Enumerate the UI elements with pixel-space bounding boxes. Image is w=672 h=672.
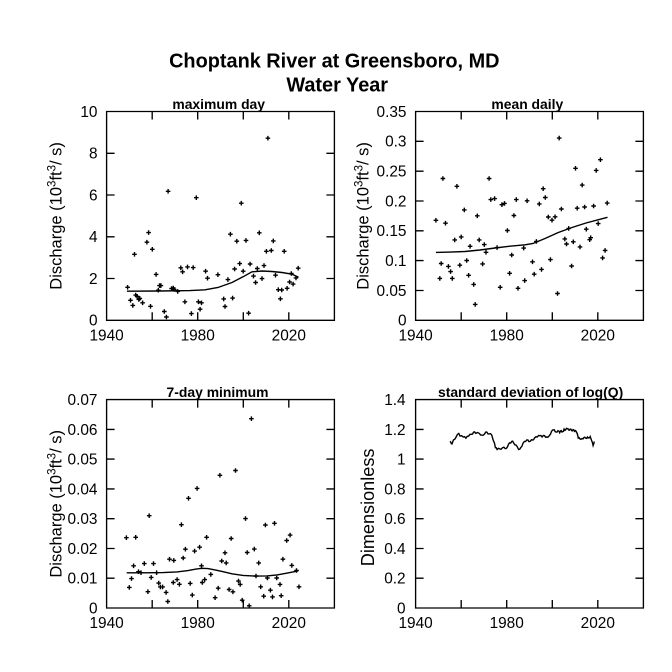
svg-text:2: 2 (89, 271, 98, 288)
svg-text:Water Year: Water Year (286, 75, 388, 97)
svg-text:1940: 1940 (398, 327, 432, 344)
svg-text:2020: 2020 (272, 327, 306, 344)
svg-text:0.2: 0.2 (385, 193, 406, 210)
svg-text:8: 8 (89, 146, 98, 163)
svg-text:0.8: 0.8 (384, 481, 405, 498)
svg-text:0.15: 0.15 (377, 223, 407, 240)
svg-text:mean daily: mean daily (491, 96, 563, 112)
svg-text:0.4: 0.4 (384, 541, 406, 558)
svg-text:10: 10 (80, 104, 97, 121)
svg-text:0: 0 (89, 313, 98, 330)
svg-text:Dimensionless: Dimensionless (358, 449, 378, 567)
svg-text:1940: 1940 (398, 615, 432, 632)
svg-text:1980: 1980 (181, 327, 215, 344)
svg-text:1: 1 (397, 452, 406, 469)
svg-text:4: 4 (89, 229, 98, 246)
svg-text:1940: 1940 (89, 615, 123, 632)
svg-text:maximum day: maximum day (172, 96, 265, 112)
svg-text:2020: 2020 (581, 327, 615, 344)
svg-text:Discharge (103ft3/ s): Discharge (103ft3/ s) (47, 430, 66, 578)
svg-text:0: 0 (397, 600, 406, 617)
svg-text:0.02: 0.02 (68, 541, 98, 558)
svg-text:0.25: 0.25 (377, 164, 407, 181)
svg-text:1.2: 1.2 (384, 422, 405, 439)
svg-text:0: 0 (398, 313, 407, 330)
svg-text:0.35: 0.35 (377, 104, 407, 121)
svg-text:0.2: 0.2 (384, 571, 405, 588)
svg-text:0.07: 0.07 (68, 392, 98, 409)
svg-text:0.05: 0.05 (377, 283, 407, 300)
svg-text:0: 0 (89, 600, 98, 617)
svg-text:0.1: 0.1 (385, 253, 406, 270)
svg-text:1.4: 1.4 (384, 392, 406, 409)
svg-text:Discharge (103ft3/ s): Discharge (103ft3/ s) (47, 142, 66, 290)
svg-text:2020: 2020 (272, 615, 306, 632)
svg-text:7-day minimum: 7-day minimum (167, 384, 269, 400)
svg-text:1980: 1980 (490, 327, 524, 344)
svg-text:1980: 1980 (181, 615, 215, 632)
svg-text:standard deviation of log(Q): standard deviation of log(Q) (438, 384, 623, 400)
svg-text:0.04: 0.04 (68, 481, 98, 498)
svg-text:0.3: 0.3 (385, 134, 406, 151)
svg-text:0.01: 0.01 (68, 571, 98, 588)
svg-text:0.03: 0.03 (68, 511, 98, 528)
svg-text:6: 6 (89, 187, 98, 204)
svg-text:Discharge (103ft3/ s): Discharge (103ft3/ s) (354, 142, 373, 290)
svg-text:0.6: 0.6 (384, 511, 405, 528)
svg-text:1980: 1980 (490, 615, 524, 632)
svg-text:0.05: 0.05 (68, 452, 98, 469)
svg-text:0.06: 0.06 (68, 422, 98, 439)
svg-text:2020: 2020 (581, 615, 615, 632)
svg-text:1940: 1940 (89, 327, 123, 344)
svg-text:Choptank River at Greensboro,: Choptank River at Greensboro, MD (169, 51, 499, 73)
